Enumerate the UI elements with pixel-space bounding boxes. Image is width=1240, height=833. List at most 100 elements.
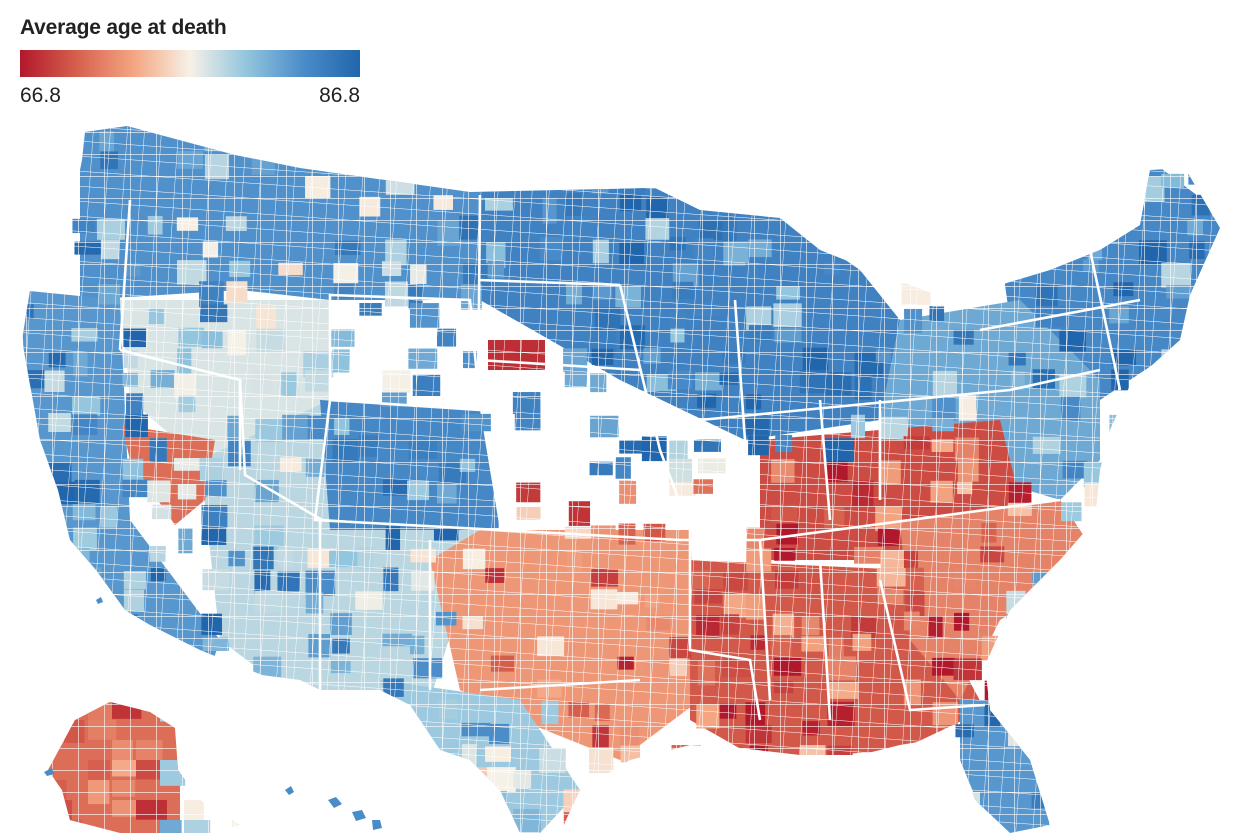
- county-cell: [1087, 616, 1104, 630]
- county-cell: [1163, 592, 1184, 608]
- county-cell: [852, 768, 876, 784]
- county-cell: [232, 702, 240, 718]
- county-cell: [359, 791, 386, 807]
- county-cell: [1110, 571, 1130, 589]
- county-cell: [1006, 616, 1028, 635]
- county-cell: [74, 635, 102, 655]
- county-cell: [22, 149, 48, 175]
- county-cell: [329, 744, 355, 767]
- county-cell: [1140, 483, 1163, 501]
- county-cell: [1086, 548, 1116, 562]
- county-cell: [1217, 726, 1220, 749]
- legend-title: Average age at death: [20, 16, 227, 39]
- county-cell: [208, 780, 239, 804]
- county-cell: [1164, 792, 1184, 818]
- county-cell: [254, 811, 276, 833]
- county-cell: [332, 131, 361, 145]
- county-cell: [1192, 392, 1214, 406]
- county-cell: [1136, 130, 1152, 154]
- county-cell: [904, 767, 924, 782]
- county-cell: [1161, 567, 1192, 584]
- county-cell: [408, 129, 430, 146]
- county-cell: [358, 129, 376, 155]
- county-cell: [1112, 480, 1140, 505]
- county-cell: [1057, 614, 1077, 628]
- county-cell: [22, 173, 44, 197]
- county-cell: [357, 724, 378, 748]
- county-cell: [280, 766, 310, 785]
- county-cell: [930, 150, 946, 166]
- county-cell: [723, 765, 747, 780]
- county-cell: [1188, 370, 1216, 391]
- county-cell: [1215, 790, 1220, 805]
- county-cell: [1058, 149, 1073, 167]
- county-cell: [1114, 680, 1132, 704]
- county-cell: [1058, 812, 1082, 833]
- county-cell: [773, 812, 793, 833]
- county-cell: [669, 128, 690, 153]
- county-cell: [383, 130, 412, 151]
- county-cell: [1058, 726, 1085, 746]
- county-cell: [69, 656, 99, 679]
- county-cell: [1034, 767, 1058, 781]
- county-cell: [798, 198, 816, 223]
- county-cell: [1036, 681, 1058, 694]
- county-cell: [954, 127, 969, 149]
- county-cell: [1110, 132, 1134, 155]
- county-cell: [1191, 548, 1220, 574]
- county-cell: [208, 760, 236, 783]
- county-cell: [1086, 765, 1107, 784]
- county-cell: [74, 679, 101, 706]
- county-cell: [852, 812, 871, 827]
- county-cell: [1135, 658, 1159, 680]
- county-cell: [1058, 701, 1077, 715]
- county-cell: [45, 571, 73, 598]
- legend: Average age at death 66.8 86.8: [20, 16, 360, 108]
- legend-min-label: 66.8: [20, 84, 61, 107]
- county-cell: [672, 172, 690, 198]
- county-cell: [1215, 814, 1220, 833]
- county-cell: [407, 150, 430, 166]
- county-cell: [1191, 678, 1216, 700]
- legend-max-label: 86.8: [319, 84, 360, 107]
- county-cell: [277, 703, 301, 725]
- county-cell: [1217, 417, 1220, 431]
- county-cell: [1060, 680, 1077, 701]
- county-cell: [1138, 770, 1157, 793]
- county-cell: [1187, 633, 1209, 648]
- county-cell: [433, 768, 448, 793]
- county-cell: [1164, 700, 1183, 714]
- county-cell: [981, 131, 1000, 156]
- county-cell: [1214, 482, 1220, 506]
- county-cell: [879, 766, 895, 790]
- county-cell: [667, 792, 698, 813]
- county-cell: [1006, 633, 1023, 647]
- county-cell: [184, 720, 211, 737]
- county-cell: [798, 765, 824, 789]
- county-cell: [22, 241, 37, 263]
- county-cell: [641, 149, 656, 170]
- county-cell: [904, 172, 928, 188]
- county-cell: [256, 704, 272, 728]
- county-cell: [772, 768, 789, 785]
- county-cell: [879, 242, 898, 269]
- county-cell: [1218, 637, 1220, 663]
- county-cell: [1136, 813, 1157, 833]
- county-cell: [150, 678, 175, 697]
- county-cell: [1218, 436, 1220, 459]
- county-cell: [879, 154, 897, 180]
- county-cell: [1215, 238, 1220, 252]
- county-cell: [1085, 790, 1109, 815]
- county-cell: [22, 746, 47, 771]
- county-cell: [73, 590, 92, 612]
- county-cell: [698, 748, 726, 770]
- county-cell: [208, 720, 230, 739]
- county-cell: [355, 767, 384, 781]
- county-cell: [44, 701, 67, 719]
- county-cell: [1136, 572, 1162, 587]
- county-cell: [1110, 526, 1132, 544]
- county-cell: [876, 814, 895, 833]
- county-cell: [22, 504, 43, 528]
- county-cell: [930, 175, 949, 201]
- county-cell: [1032, 724, 1056, 744]
